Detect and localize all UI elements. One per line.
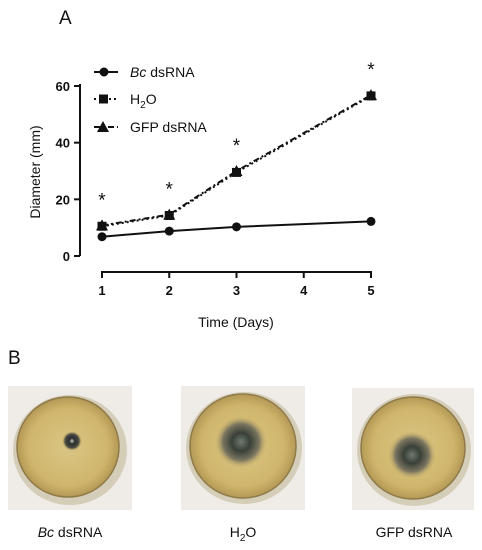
caption-bc-rest: dsRNA xyxy=(54,524,103,540)
legend-label-gfp: GFP dsRNA xyxy=(130,119,207,135)
legend-marker-square xyxy=(99,94,108,104)
x-tick-label: 2 xyxy=(166,283,173,298)
panel-letter-a: A xyxy=(59,8,72,29)
data-point-circle xyxy=(232,222,241,232)
caption-h2o-tail: O xyxy=(245,524,256,540)
data-point-circle xyxy=(164,226,174,236)
data-point-triangle xyxy=(230,165,243,176)
series-line-1 xyxy=(101,95,372,228)
data-point-triangle xyxy=(365,89,377,101)
legend: Bc dsRNA H2O GFP dsRNA xyxy=(94,64,207,135)
series-line-2 xyxy=(101,94,372,227)
x-tick-label: 3 xyxy=(233,283,240,298)
data-point-triangle xyxy=(96,219,108,231)
fungal-colony xyxy=(215,416,267,468)
y-tick-label: 0 xyxy=(63,249,70,264)
series-layer xyxy=(96,89,377,242)
panel-letter-b: B xyxy=(8,348,21,369)
legend-entry-h2o: H2O xyxy=(94,91,157,111)
photo-plate-bc-dsrna xyxy=(8,386,132,510)
fungal-colony xyxy=(62,431,82,451)
significance-star: * xyxy=(233,136,241,157)
significance-star: * xyxy=(367,60,375,81)
chart-axes: 0 20 40 60 1 2 3 4 5 xyxy=(56,79,375,298)
line-chart: 0 20 40 60 1 2 3 4 5 Diameter (mm) Time (Days) *… xyxy=(27,60,377,330)
data-point-triangle xyxy=(163,208,176,220)
fungal-colony xyxy=(388,431,436,479)
legend-marker-circle xyxy=(99,67,109,77)
y-tick-label: 20 xyxy=(56,192,70,207)
legend-label-h2o-base: H xyxy=(130,91,140,107)
legend-entry-bc-dsrna: Bc dsRNA xyxy=(94,64,195,80)
caption-bc-dsrna: Bc dsRNA xyxy=(38,524,103,540)
photo-plate-gfp-dsrna xyxy=(352,388,474,510)
series-line-0 xyxy=(101,220,372,238)
legend-label-bc-rest: dsRNA xyxy=(146,64,195,80)
caption-gfp-dsrna: GFP dsRNA xyxy=(376,524,453,540)
dish-inner-edge xyxy=(360,396,466,500)
y-axis-title: Diameter (mm) xyxy=(27,125,43,218)
legend-entry-gfp-dsrna: GFP dsRNA xyxy=(94,119,207,135)
x-tick-label: 1 xyxy=(98,283,105,298)
data-point-circle xyxy=(366,216,376,226)
y-tick-label: 60 xyxy=(56,79,70,94)
legend-label-h2o-sub: 2 xyxy=(140,100,146,111)
caption-bc-italic: Bc xyxy=(38,524,54,540)
x-tick-label: 4 xyxy=(300,283,308,298)
significance-markers: * * * * xyxy=(98,60,375,211)
dish-inner-edge xyxy=(16,396,120,498)
significance-star: * xyxy=(98,190,106,211)
legend-label-bc-italic: Bc xyxy=(130,64,146,80)
caption-h2o: H2O xyxy=(230,524,257,544)
y-tick-label: 40 xyxy=(56,136,70,151)
legend-label-h2o-tail: O xyxy=(146,91,157,107)
x-tick-label: 5 xyxy=(367,283,374,298)
data-point-circle xyxy=(97,232,107,242)
caption-h2o-sub: 2 xyxy=(240,533,246,544)
significance-star: * xyxy=(166,180,174,201)
caption-h2o-base: H xyxy=(230,524,240,540)
legend-label-bc: Bc dsRNA xyxy=(130,64,195,80)
legend-label-h2o: H2O xyxy=(130,91,157,111)
dish-inner-edge xyxy=(189,393,297,499)
legend-marker-triangle xyxy=(97,121,109,132)
photo-plate-h2o xyxy=(181,386,305,510)
x-axis-title: Time (Days) xyxy=(198,314,274,330)
